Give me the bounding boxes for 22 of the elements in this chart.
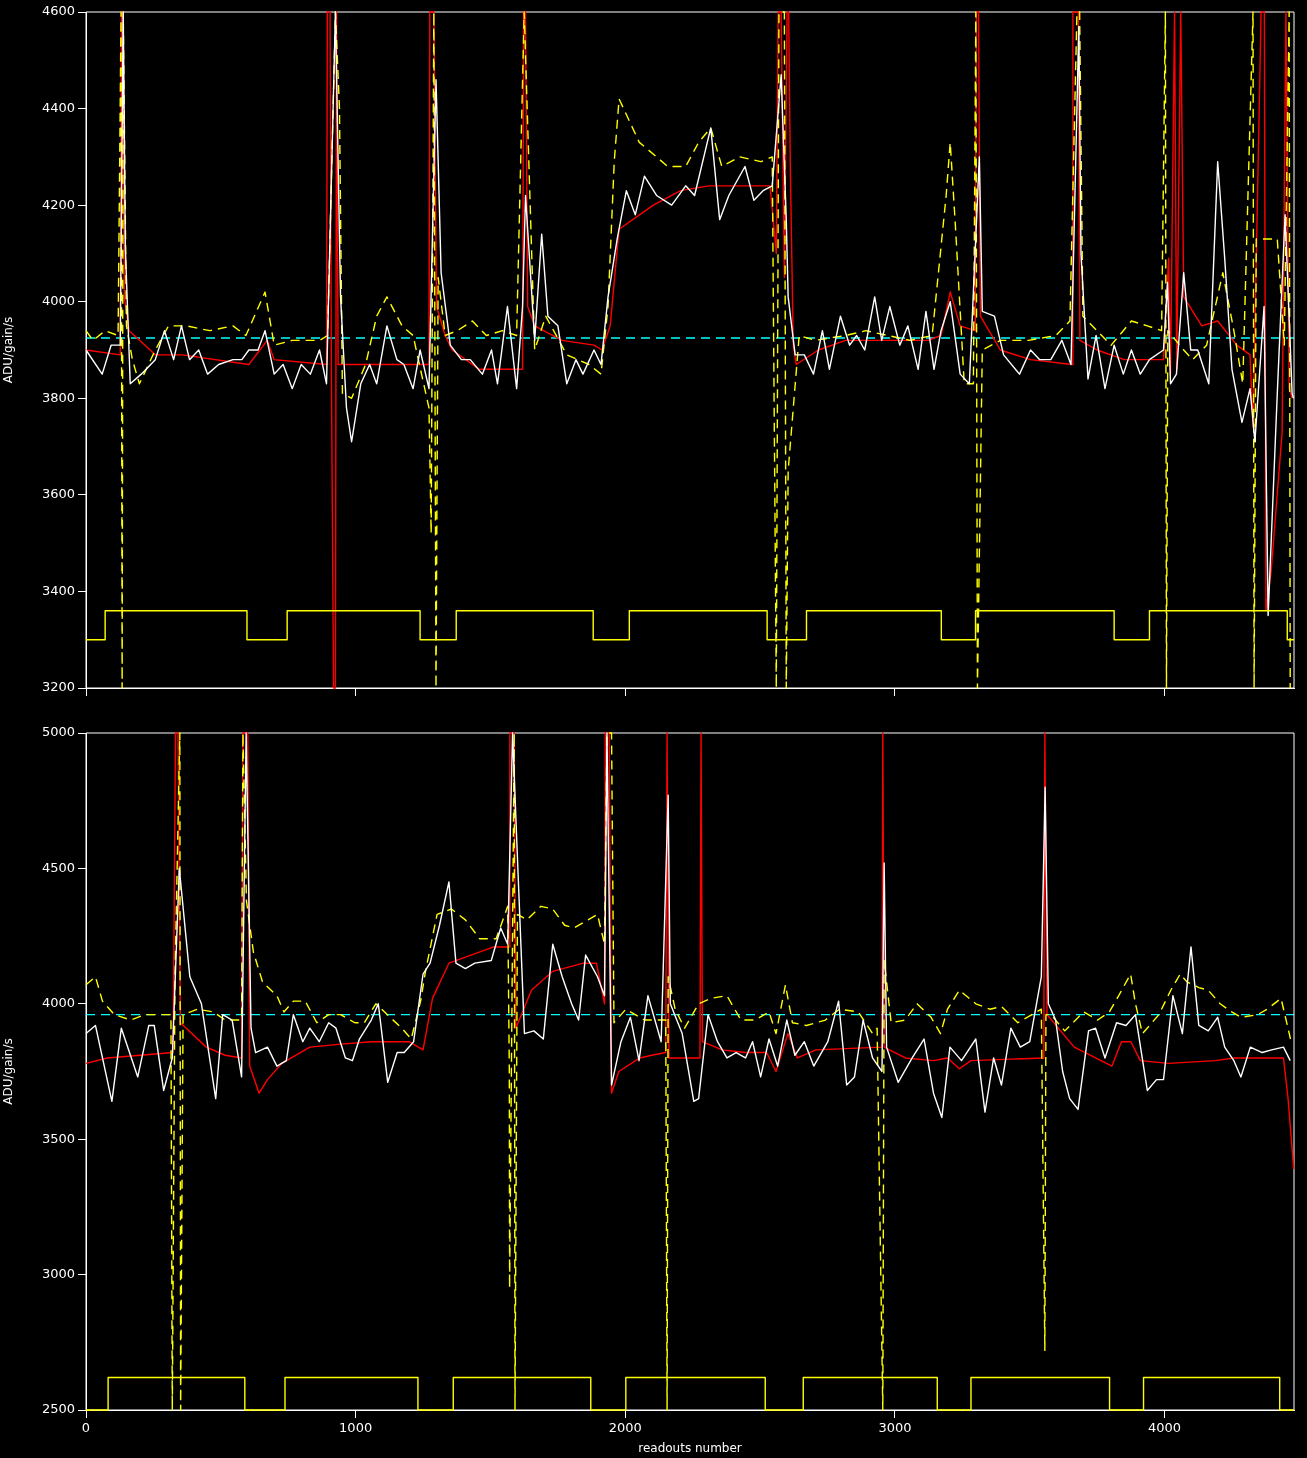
y-tick-label: 5000	[41, 724, 75, 740]
x-axis-title: readouts number	[638, 1440, 742, 1455]
y-tick-label: 4000	[41, 293, 75, 309]
y-tick-label: 3200	[41, 679, 75, 695]
x-tick-label: 2000	[608, 1420, 642, 1436]
y-tick-label: 3800	[41, 389, 75, 405]
y-tick-label: 2500	[41, 1401, 75, 1417]
y-tick-label: 4600	[41, 3, 75, 19]
y-tick-label: 4200	[41, 196, 75, 212]
y-tick-label: 3400	[41, 582, 75, 598]
y-axis-title: ADU/gain/s	[1, 316, 16, 384]
y-tick-label: 3600	[41, 486, 75, 502]
y-tick-label: 3000	[41, 1265, 75, 1281]
y-tick-label: 4400	[41, 99, 75, 115]
y-tick-label: 3500	[41, 1130, 75, 1146]
x-tick-label: 0	[81, 1420, 91, 1436]
y-axis-title: ADU/gain/s	[1, 1038, 16, 1105]
x-tick-label: 3000	[878, 1420, 912, 1436]
y-tick-label: 4000	[41, 995, 75, 1011]
x-tick-label: 4000	[1148, 1420, 1182, 1436]
y-tick-label: 4500	[41, 859, 75, 875]
x-tick-label: 1000	[339, 1420, 373, 1436]
